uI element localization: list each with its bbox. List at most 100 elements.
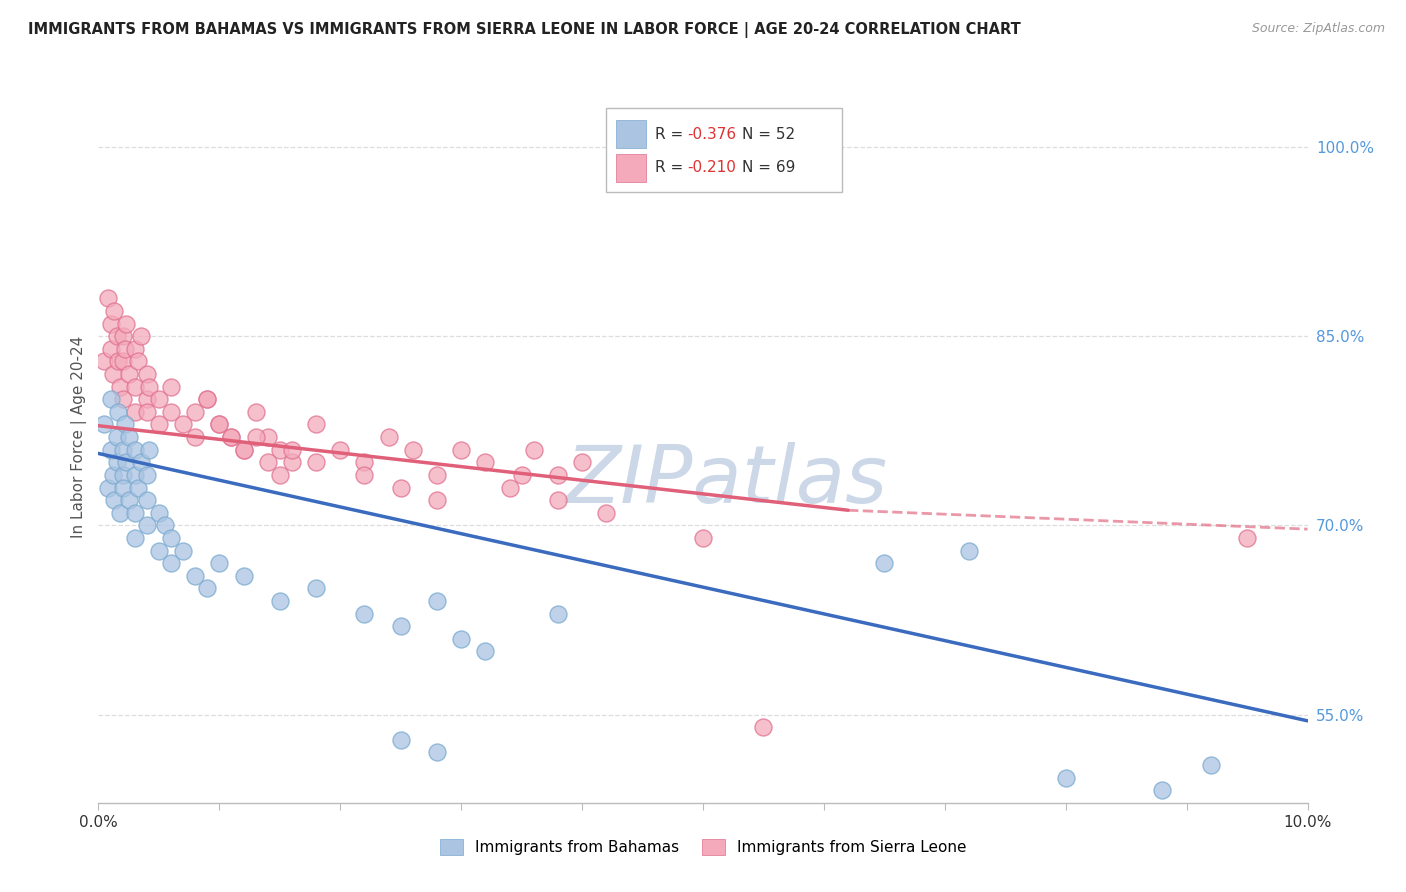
- Text: R =: R =: [655, 127, 688, 142]
- Point: [103, 304, 125, 318]
- Point: [93, 417, 115, 432]
- Point: [498, 481, 520, 495]
- Point: [208, 556, 231, 570]
- Point: [1054, 771, 1077, 785]
- Point: [232, 442, 254, 457]
- Point: [269, 467, 291, 482]
- Point: [305, 582, 328, 596]
- Point: [426, 493, 449, 508]
- Text: Source: ZipAtlas.com: Source: ZipAtlas.com: [1251, 22, 1385, 36]
- Point: [105, 430, 128, 444]
- Point: [402, 442, 425, 457]
- Point: [111, 354, 134, 368]
- Point: [105, 455, 128, 469]
- Point: [160, 405, 183, 419]
- Point: [124, 506, 146, 520]
- Point: [124, 379, 146, 393]
- Point: [172, 417, 194, 432]
- Point: [353, 455, 375, 469]
- Point: [124, 467, 146, 482]
- Point: [208, 417, 231, 432]
- Point: [221, 430, 243, 444]
- Point: [195, 392, 218, 407]
- Point: [118, 493, 141, 508]
- Point: [450, 442, 472, 457]
- FancyBboxPatch shape: [616, 120, 647, 148]
- Point: [172, 543, 194, 558]
- Point: [426, 745, 449, 759]
- Point: [752, 720, 775, 734]
- Point: [138, 379, 160, 393]
- Point: [195, 392, 218, 407]
- Point: [111, 481, 134, 495]
- Point: [148, 506, 170, 520]
- Point: [124, 442, 146, 457]
- Point: [127, 481, 149, 495]
- Point: [160, 379, 183, 393]
- Point: [100, 442, 122, 457]
- Point: [957, 543, 980, 558]
- Point: [329, 442, 352, 457]
- Point: [111, 442, 134, 457]
- Point: [129, 455, 152, 469]
- Point: [124, 531, 146, 545]
- Point: [148, 392, 170, 407]
- Point: [135, 392, 157, 407]
- Point: [547, 607, 569, 621]
- Point: [377, 430, 399, 444]
- Point: [692, 531, 714, 545]
- Point: [111, 467, 134, 482]
- Point: [118, 367, 141, 381]
- Point: [389, 619, 412, 633]
- Point: [111, 329, 134, 343]
- Point: [474, 455, 496, 469]
- Point: [108, 379, 131, 393]
- Point: [127, 354, 149, 368]
- Point: [353, 467, 375, 482]
- Text: ZIPatlas: ZIPatlas: [567, 442, 889, 520]
- Point: [114, 342, 136, 356]
- Point: [115, 317, 138, 331]
- FancyBboxPatch shape: [616, 154, 647, 182]
- Point: [135, 467, 157, 482]
- Point: [124, 405, 146, 419]
- Point: [256, 430, 278, 444]
- Point: [135, 367, 157, 381]
- Point: [426, 594, 449, 608]
- Point: [135, 493, 157, 508]
- Point: [153, 518, 176, 533]
- Point: [107, 354, 129, 368]
- Text: N = 52: N = 52: [742, 127, 794, 142]
- Point: [256, 455, 278, 469]
- Point: [100, 342, 122, 356]
- Point: [135, 518, 157, 533]
- Point: [100, 317, 122, 331]
- Point: [269, 594, 291, 608]
- Point: [148, 543, 170, 558]
- Point: [547, 467, 569, 482]
- Y-axis label: In Labor Force | Age 20-24: In Labor Force | Age 20-24: [72, 336, 87, 538]
- Point: [101, 467, 124, 482]
- Point: [595, 506, 617, 520]
- Point: [269, 442, 291, 457]
- Point: [184, 405, 207, 419]
- Point: [195, 582, 218, 596]
- Point: [93, 354, 115, 368]
- Point: [305, 417, 328, 432]
- Point: [426, 467, 449, 482]
- Text: N = 69: N = 69: [742, 161, 794, 176]
- Point: [184, 430, 207, 444]
- Point: [111, 392, 134, 407]
- Point: [232, 442, 254, 457]
- Point: [138, 442, 160, 457]
- Point: [135, 405, 157, 419]
- Point: [547, 493, 569, 508]
- Point: [353, 607, 375, 621]
- Legend: Immigrants from Bahamas, Immigrants from Sierra Leone: Immigrants from Bahamas, Immigrants from…: [433, 833, 973, 861]
- Point: [873, 556, 896, 570]
- Point: [160, 531, 183, 545]
- Point: [97, 481, 120, 495]
- Point: [221, 430, 243, 444]
- Point: [114, 417, 136, 432]
- Point: [1152, 783, 1174, 797]
